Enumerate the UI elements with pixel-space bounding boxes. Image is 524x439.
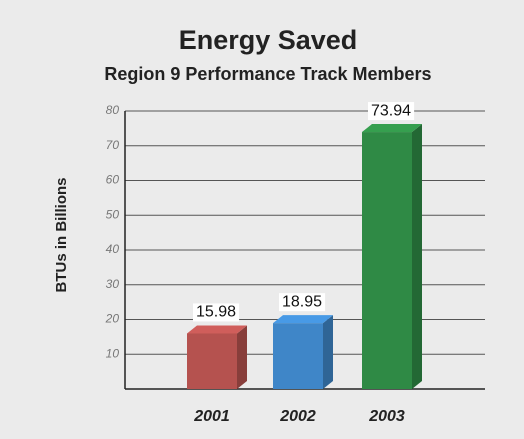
value-label: 18.95 bbox=[282, 293, 322, 310]
bar-side bbox=[412, 124, 422, 389]
bar bbox=[273, 323, 323, 389]
bar-top bbox=[362, 124, 422, 133]
y-tick-label: 40 bbox=[106, 242, 120, 256]
bar-side bbox=[323, 315, 333, 389]
chart-title: Energy Saved bbox=[179, 25, 358, 55]
value-label: 15.98 bbox=[196, 304, 236, 321]
y-tick-label: 80 bbox=[106, 103, 120, 117]
y-tick-label: 30 bbox=[106, 277, 120, 291]
value-label: 73.94 bbox=[371, 102, 411, 119]
y-tick-label: 20 bbox=[105, 312, 120, 326]
value-label-box bbox=[367, 102, 415, 121]
y-tick-label: 10 bbox=[106, 346, 120, 360]
y-tick-label: 60 bbox=[106, 173, 120, 187]
x-tick-label: 2002 bbox=[279, 408, 316, 425]
bar-top bbox=[187, 325, 247, 334]
value-label-box bbox=[192, 303, 240, 322]
y-tick-label: 50 bbox=[106, 207, 120, 221]
bar-side bbox=[237, 325, 247, 389]
chart-subtitle: Region 9 Performance Track Members bbox=[104, 64, 431, 84]
y-tick-label: 70 bbox=[106, 138, 120, 152]
bar bbox=[362, 132, 412, 389]
x-tick-label: 2001 bbox=[193, 408, 230, 425]
bar bbox=[187, 333, 237, 389]
x-tick-label: 2003 bbox=[368, 408, 405, 425]
bar-top bbox=[273, 315, 333, 324]
y-axis-label: BTUs in Billions bbox=[53, 177, 70, 292]
value-label-box bbox=[278, 293, 326, 312]
